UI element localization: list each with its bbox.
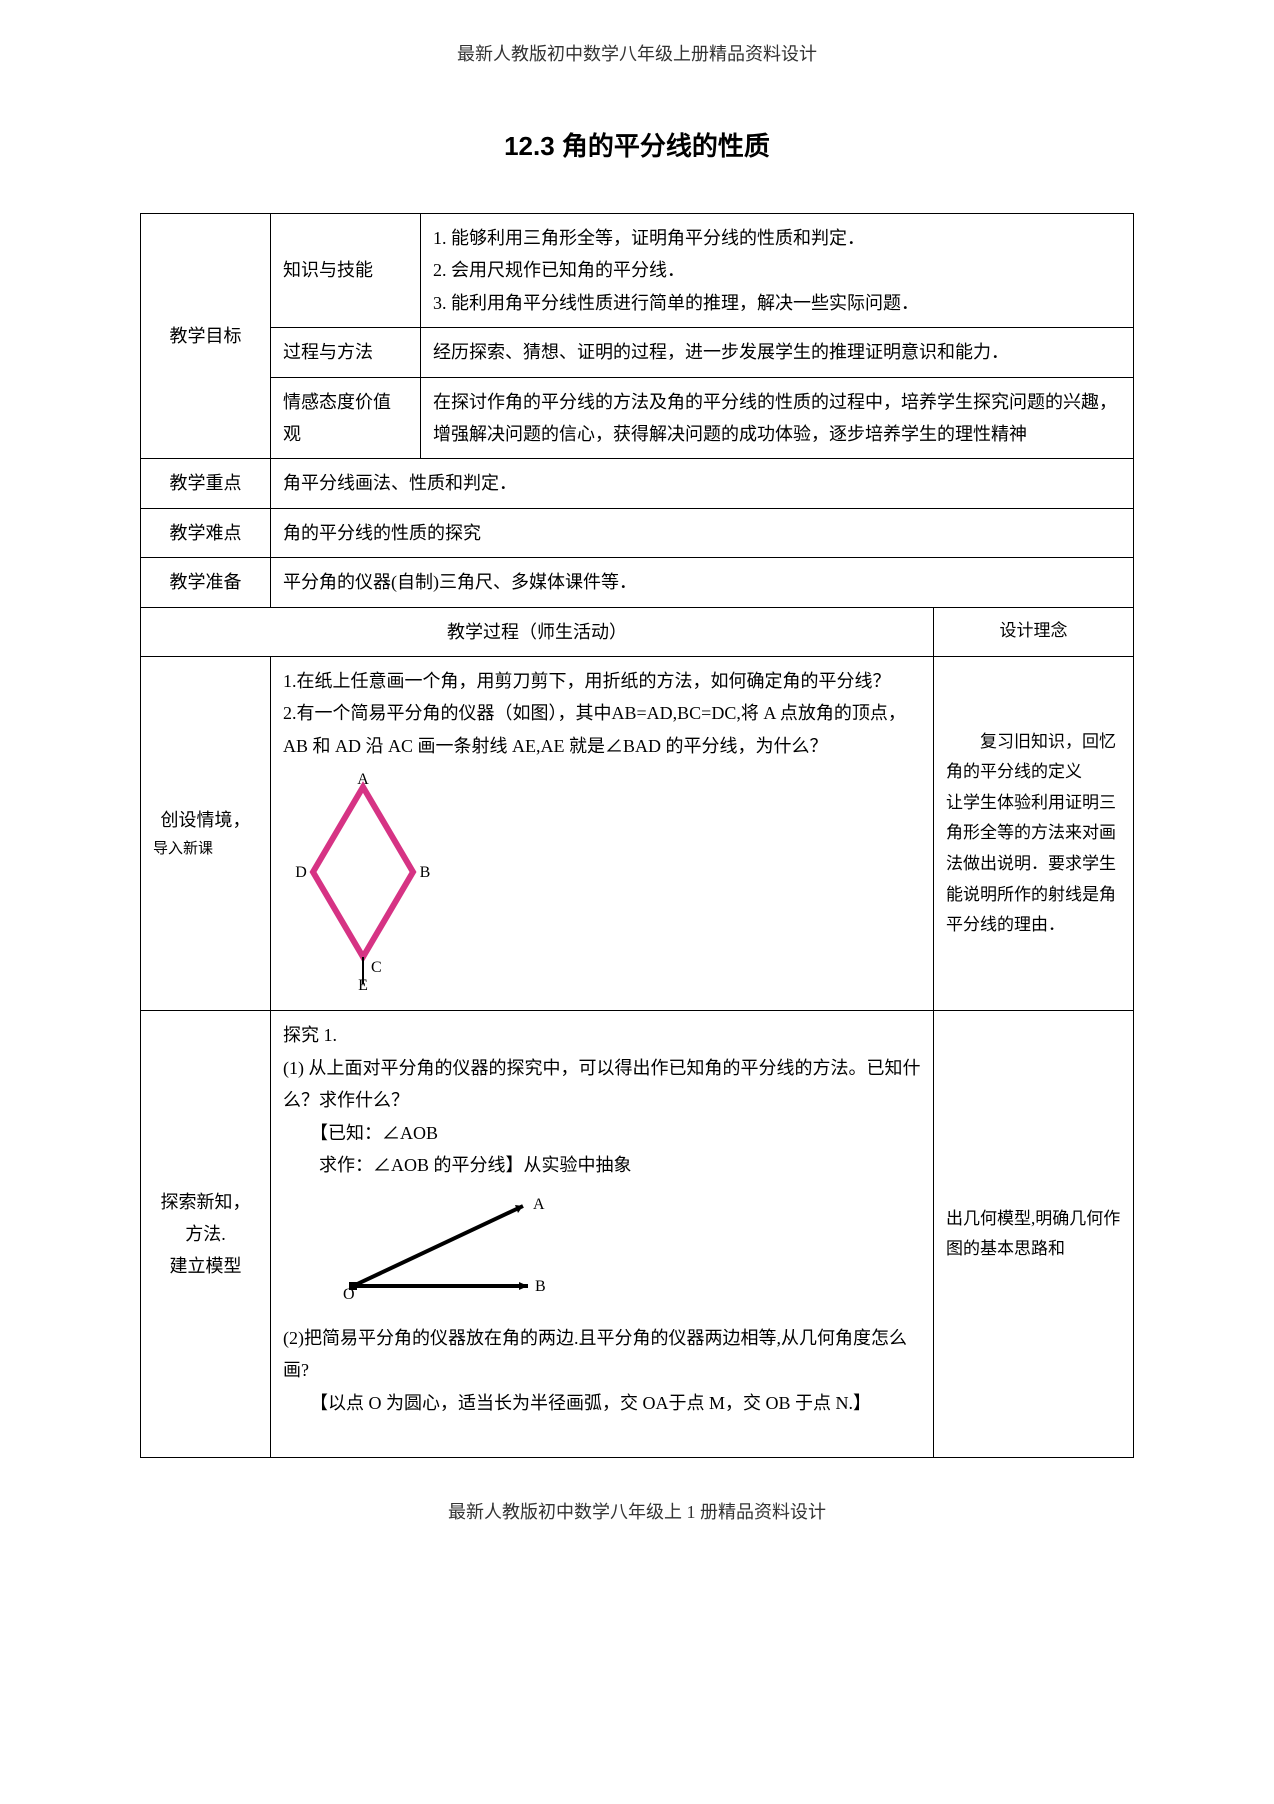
table-row: 教学准备 平分角的仪器(自制)三角尺、多媒体课件等． — [141, 558, 1134, 607]
table-row: 情感态度价值观 在探讨作角的平分线的方法及角的平分线的性质的过程中，培养学生探究… — [141, 377, 1134, 459]
section1-design: 复习旧知识，回忆角的平分线的定义 让学生体验利用证明三角形全等的方法来对画法做出… — [934, 656, 1134, 1011]
difficulty-content: 角的平分线的性质的探究 — [271, 508, 1134, 557]
emotion-label: 情感态度价值观 — [271, 377, 421, 459]
section1-label: 创设情境， 导入新课 — [141, 656, 271, 1011]
page-header: 最新人教版初中数学八年级上册精品资料设计 — [140, 40, 1134, 66]
emotion-content: 在探讨作角的平分线的方法及角的平分线的性质的过程中，培养学生探究问题的兴趣，增强… — [421, 377, 1134, 459]
section2-label: 探索新知，方法. 建立模型 — [141, 1011, 271, 1458]
focus-label: 教学重点 — [141, 459, 271, 508]
svg-text:B: B — [535, 1278, 546, 1295]
table-row: 过程与方法 经历探索、猜想、证明的过程，进一步发展学生的推理证明意识和能力． — [141, 328, 1134, 377]
svg-text:E: E — [358, 977, 368, 992]
svg-text:A: A — [533, 1196, 545, 1213]
section2-content: 探究 1. (1) 从上面对平分角的仪器的探究中，可以得出作已知角的平分线的方法… — [271, 1011, 934, 1458]
angle-diagram: O A B — [333, 1191, 921, 1311]
lesson-table: 教学目标 知识与技能 1. 能够利用三角形全等，证明角平分线的性质和判定． 2.… — [140, 213, 1134, 1458]
svg-text:B: B — [420, 864, 431, 881]
table-row: 教学过程（师生活动） 设计理念 — [141, 607, 1134, 656]
svg-text:A: A — [357, 772, 369, 788]
difficulty-label: 教学难点 — [141, 508, 271, 557]
knowledge-label: 知识与技能 — [271, 214, 421, 328]
section2-design: 出几何模型,明确几何作图的基本思路和 — [934, 1011, 1134, 1458]
table-row: 创设情境， 导入新课 1.在纸上任意画一个角，用剪刀剪下，用折纸的方法，如何确定… — [141, 656, 1134, 1011]
page-title: 12.3 角的平分线的性质 — [140, 126, 1134, 163]
process-label: 过程与方法 — [271, 328, 421, 377]
prep-label: 教学准备 — [141, 558, 271, 607]
rhombus-diagram: A D B C E — [283, 772, 921, 1002]
table-row: 教学难点 角的平分线的性质的探究 — [141, 508, 1134, 557]
svg-text:D: D — [295, 864, 307, 881]
process-header: 教学过程（师生活动） — [141, 607, 934, 656]
svg-text:C: C — [371, 959, 382, 976]
table-row: 教学目标 知识与技能 1. 能够利用三角形全等，证明角平分线的性质和判定． 2.… — [141, 214, 1134, 328]
table-row: 教学重点 角平分线画法、性质和判定． — [141, 459, 1134, 508]
knowledge-content: 1. 能够利用三角形全等，证明角平分线的性质和判定． 2. 会用尺规作已知角的平… — [421, 214, 1134, 328]
page-footer: 最新人教版初中数学八年级上 1 册精品资料设计 — [140, 1498, 1134, 1524]
section1-content: 1.在纸上任意画一个角，用剪刀剪下，用折纸的方法，如何确定角的平分线？ 2.有一… — [271, 656, 934, 1011]
design-header: 设计理念 — [934, 607, 1134, 656]
goal-label: 教学目标 — [141, 214, 271, 459]
prep-content: 平分角的仪器(自制)三角尺、多媒体课件等． — [271, 558, 1134, 607]
svg-text:O: O — [343, 1286, 355, 1301]
table-row: 探索新知，方法. 建立模型 探究 1. (1) 从上面对平分角的仪器的探究中，可… — [141, 1011, 1134, 1458]
focus-content: 角平分线画法、性质和判定． — [271, 459, 1134, 508]
process-content: 经历探索、猜想、证明的过程，进一步发展学生的推理证明意识和能力． — [421, 328, 1134, 377]
